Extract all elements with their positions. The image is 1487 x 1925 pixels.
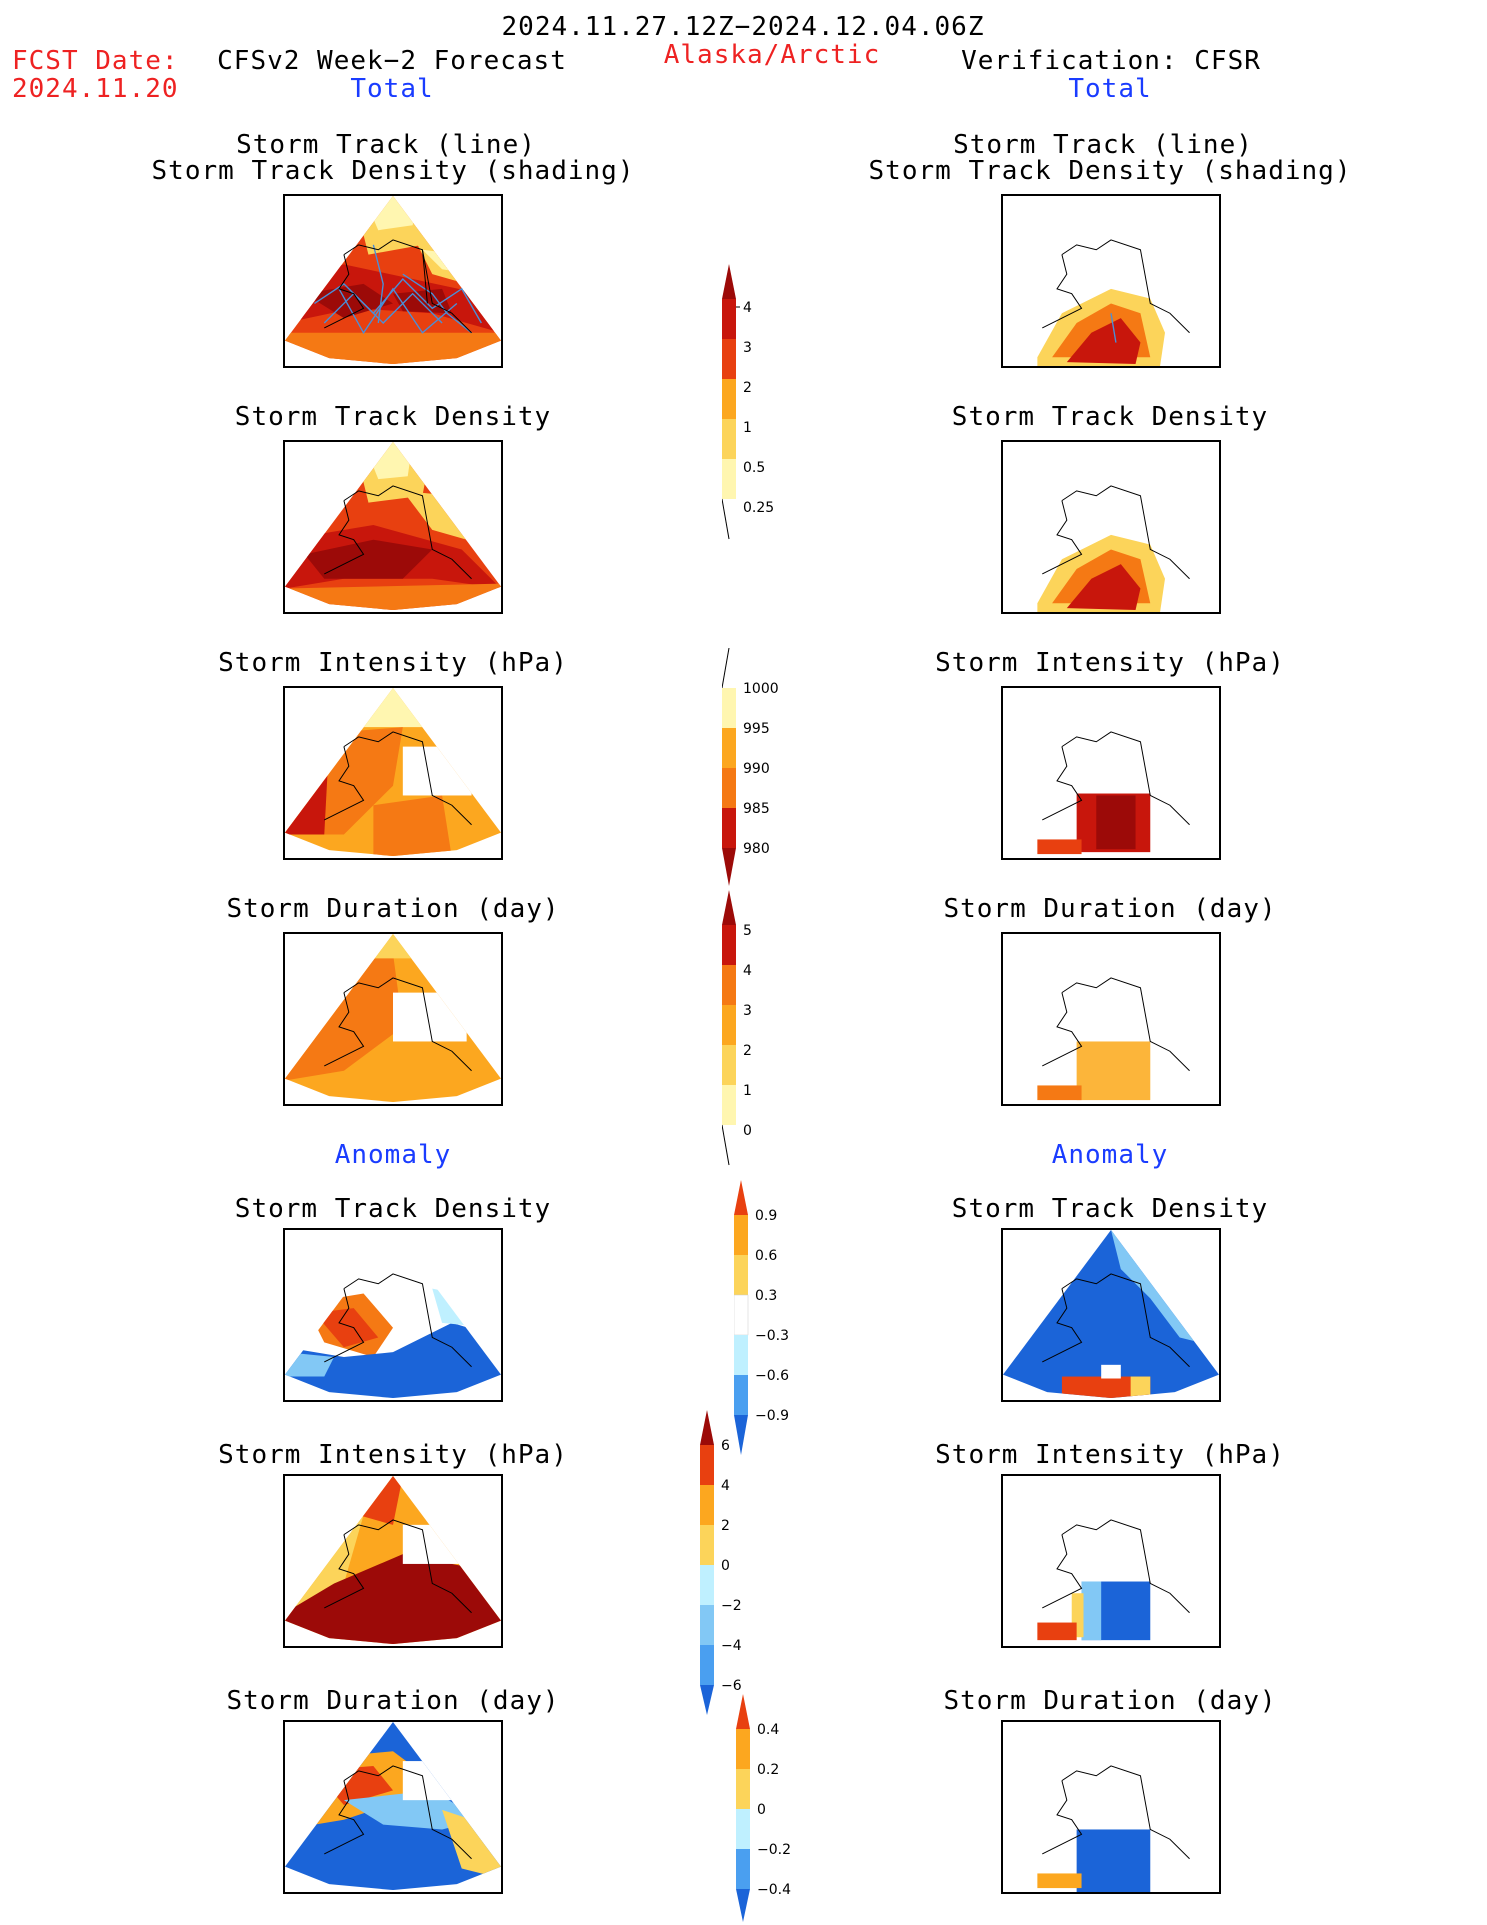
forecast-title: CFSv2 Week−2 Forecast: [217, 46, 567, 76]
title-duration-right: Storm Duration (day): [943, 894, 1277, 924]
svg-text:2: 2: [743, 380, 752, 396]
svg-text:0: 0: [743, 1123, 752, 1139]
map-fcst-duration-anomaly: [283, 1720, 503, 1894]
left-section-label: Total: [350, 74, 434, 104]
title-density-anom-right: Storm Track Density: [951, 1194, 1269, 1224]
map-fcst-density-anomaly: [283, 1228, 503, 1402]
map-obs-intensity-anomaly: [1001, 1474, 1221, 1648]
svg-text:−0.9: −0.9: [755, 1408, 789, 1424]
date-range-title: 2024.11.27.12Z−2024.12.04.06Z: [501, 12, 985, 42]
title-intensity-right: Storm Intensity (hPa): [935, 648, 1285, 678]
svg-text:0.9: 0.9: [755, 1208, 777, 1224]
svg-text:−2: −2: [721, 1598, 742, 1614]
svg-text:0.25: 0.25: [743, 500, 774, 516]
colorbar-intensity: 1000 995 990 985 980: [722, 648, 779, 886]
svg-text:0.4: 0.4: [757, 1722, 779, 1738]
title-intensity-left: Storm Intensity (hPa): [218, 648, 568, 678]
svg-text:2: 2: [743, 1043, 752, 1059]
svg-text:3: 3: [743, 1003, 752, 1019]
colorbar-density-anomaly: 0.9 0.6 0.3 −0.3 −0.6 −0.9: [734, 1180, 789, 1455]
title-intensity-anom-left: Storm Intensity (hPa): [218, 1440, 568, 1470]
map-obs-intensity: [1001, 686, 1221, 860]
map-obs-track-density: [1001, 194, 1221, 368]
svg-text:980: 980: [743, 841, 770, 857]
svg-text:−6: −6: [721, 1678, 742, 1694]
title-duration-anom-left: Storm Duration (day): [226, 1686, 560, 1716]
svg-text:1: 1: [743, 1083, 752, 1099]
right-section-label: Total: [1068, 74, 1152, 104]
svg-text:−4: −4: [721, 1638, 742, 1654]
svg-text:−0.3: −0.3: [755, 1328, 789, 1344]
anomaly-right-label: Anomaly: [1051, 1140, 1169, 1170]
map-fcst-intensity: [283, 686, 503, 860]
map-obs-density-anomaly: [1001, 1228, 1221, 1402]
svg-text:0: 0: [757, 1802, 766, 1818]
svg-text:5: 5: [743, 923, 752, 939]
svg-text:6: 6: [721, 1438, 730, 1454]
title-duration-left: Storm Duration (day): [226, 894, 560, 924]
title-density-right: Storm Track Density: [951, 402, 1269, 432]
colorbar-duration: 5 4 3 2 1 0: [722, 890, 752, 1166]
title-track-shading-left: Storm Track Density (shading): [151, 156, 635, 186]
title-density-anom-left: Storm Track Density: [234, 1194, 552, 1224]
svg-text:4: 4: [721, 1478, 730, 1494]
map-obs-duration: [1001, 932, 1221, 1106]
title-track-line-right: Storm Track (line): [953, 130, 1253, 160]
region-label: Alaska/Arctic: [663, 40, 881, 70]
svg-text:−0.6: −0.6: [755, 1368, 789, 1384]
svg-text:−0.4: −0.4: [757, 1882, 791, 1898]
svg-text:1000: 1000: [743, 681, 779, 697]
title-duration-anom-right: Storm Duration (day): [943, 1686, 1277, 1716]
svg-text:0.6: 0.6: [755, 1248, 777, 1264]
svg-text:2: 2: [721, 1518, 730, 1534]
svg-text:0: 0: [721, 1558, 730, 1574]
map-obs-duration-anomaly: [1001, 1720, 1221, 1894]
fcst-date-value: 2024.11.20: [12, 74, 179, 104]
anomaly-left-label: Anomaly: [334, 1140, 452, 1170]
title-track-line-left: Storm Track (line): [236, 130, 536, 160]
svg-text:3: 3: [743, 340, 752, 356]
colorbar-intensity-anomaly: 6 4 2 0 −2 −4 −6: [700, 1410, 742, 1715]
verification-title: Verification: CFSR: [961, 46, 1261, 76]
svg-text:4: 4: [743, 963, 752, 979]
map-fcst-intensity-anomaly: [283, 1474, 503, 1648]
title-track-shading-right: Storm Track Density (shading): [868, 156, 1352, 186]
map-fcst-track-density: [283, 194, 503, 368]
svg-text:985: 985: [743, 801, 770, 817]
map-fcst-density: [283, 440, 503, 614]
title-density-left: Storm Track Density: [234, 402, 552, 432]
svg-text:990: 990: [743, 761, 770, 777]
svg-text:0.2: 0.2: [757, 1762, 779, 1778]
svg-text:4: 4: [743, 300, 752, 316]
title-intensity-anom-right: Storm Intensity (hPa): [935, 1440, 1285, 1470]
svg-text:0.5: 0.5: [743, 460, 765, 476]
svg-text:995: 995: [743, 721, 770, 737]
svg-text:−0.2: −0.2: [757, 1842, 791, 1858]
map-fcst-duration: [283, 932, 503, 1106]
map-obs-density: [1001, 440, 1221, 614]
colorbar-density: 4 3 2 1 0.5 0.25: [722, 264, 774, 540]
fcst-date-label: FCST Date:: [12, 46, 179, 76]
svg-text:0.3: 0.3: [755, 1288, 777, 1304]
svg-text:1: 1: [743, 420, 752, 436]
colorbar-duration-anomaly: 0.4 0.2 0 −0.2 −0.4: [736, 1694, 791, 1922]
